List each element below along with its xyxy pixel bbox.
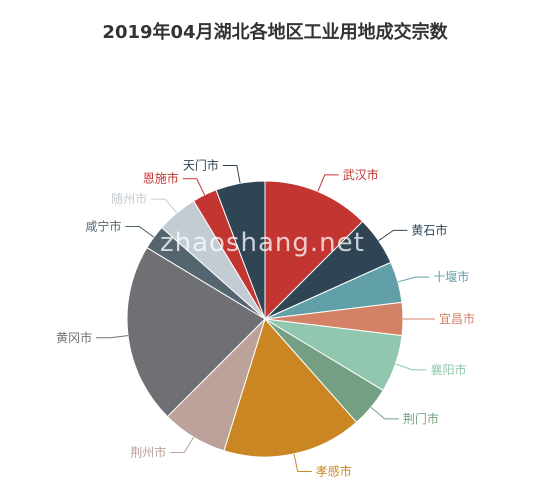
- slice-label: 十堰市: [433, 269, 469, 284]
- label-leader-line: [151, 198, 178, 214]
- slice-label: 荆门市: [403, 411, 439, 426]
- slice-label: 黄冈市: [56, 330, 92, 345]
- label-leader-line: [96, 335, 129, 339]
- label-leader-line: [370, 406, 399, 420]
- slice-label: 孝感市: [316, 464, 352, 479]
- label-leader-line: [397, 276, 430, 283]
- label-leader-line: [395, 363, 427, 371]
- slice-label: 宜昌市: [439, 311, 475, 326]
- label-leader-line: [170, 436, 195, 454]
- slice-label: 襄阳市: [430, 362, 466, 377]
- label-leader-line: [125, 226, 155, 238]
- label-leader-line: [293, 453, 312, 473]
- chart-title: 2019年04月湖北各地区工业用地成交宗数: [102, 22, 448, 43]
- label-leader-line: [222, 165, 241, 184]
- label-leader-line: [182, 178, 206, 196]
- pie-slice[interactable]: [126, 246, 266, 418]
- label-leader-line: [378, 229, 408, 242]
- slice-label: 武汉市: [343, 167, 379, 182]
- slice-label: 咸宁市: [85, 219, 121, 234]
- pie-slice[interactable]: [215, 180, 266, 320]
- slice-label: 黄石市: [411, 222, 447, 237]
- pie-slice[interactable]: [223, 318, 358, 458]
- slice-label: 随州市: [111, 191, 147, 206]
- slice-label: 天门市: [183, 158, 219, 173]
- slice-label: 恩施市: [143, 171, 179, 186]
- slice-label: 荆州市: [130, 445, 166, 460]
- label-leader-line: [317, 174, 339, 192]
